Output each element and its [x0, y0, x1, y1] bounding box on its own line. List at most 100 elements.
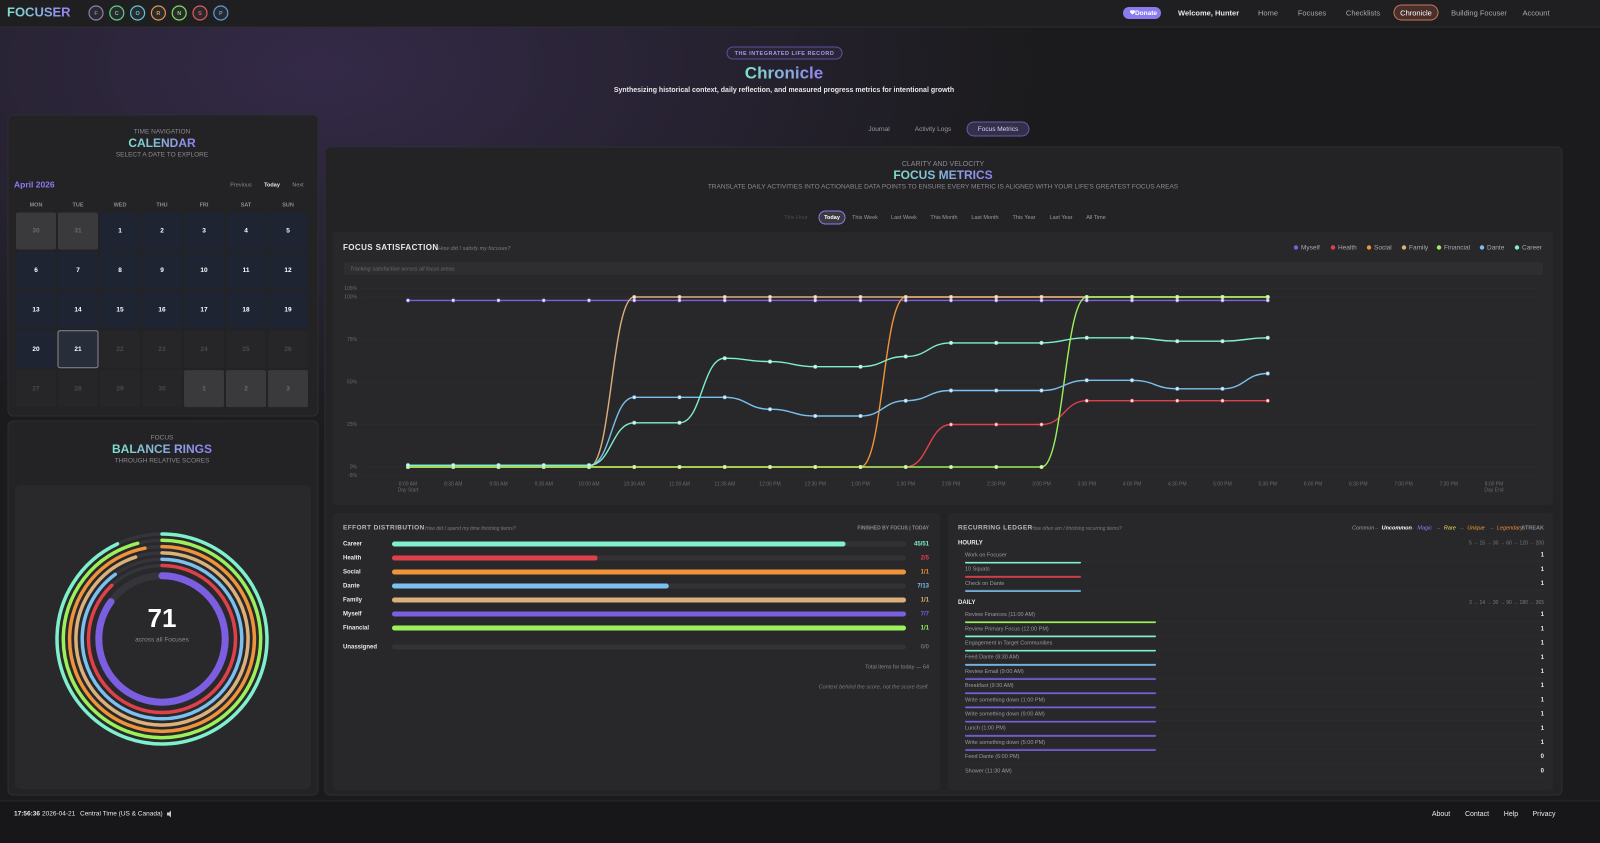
calendar-day[interactable] [268, 291, 308, 329]
calendar-day[interactable] [100, 212, 140, 250]
calendar-day[interactable] [268, 212, 308, 250]
calendar-today[interactable]: Today [264, 182, 281, 188]
nav-badge[interactable] [88, 5, 104, 21]
nav-badge[interactable] [192, 5, 208, 21]
range-tab[interactable]: Today [824, 215, 841, 221]
tab[interactable]: Activity Logs [915, 126, 952, 133]
calendar-day[interactable] [16, 291, 56, 329]
tier: Legendary [1497, 525, 1524, 531]
calendar-day[interactable] [58, 291, 98, 329]
calendar-day[interactable] [100, 370, 140, 408]
series-point [903, 354, 908, 359]
calendar-day[interactable] [58, 212, 98, 250]
weekday: FRI [200, 202, 209, 208]
calendar-day[interactable] [142, 370, 182, 408]
range-tab[interactable]: This Month [930, 215, 957, 221]
calendar-day[interactable] [226, 291, 266, 329]
calendar-day[interactable] [57, 330, 99, 369]
range-tab[interactable]: This Week [852, 215, 878, 221]
calendar-day[interactable] [100, 330, 140, 368]
calendar-day[interactable] [184, 330, 224, 368]
calendar-day[interactable] [58, 370, 98, 408]
tab[interactable]: Journal [868, 126, 890, 133]
footer-link[interactable]: Help [1504, 811, 1519, 818]
effort-label: 1/1 [921, 598, 930, 604]
footer-link[interactable]: Contact [1465, 811, 1489, 818]
nav-active-pill[interactable] [1393, 4, 1439, 21]
range-active[interactable] [818, 210, 846, 225]
calendar-day[interactable] [142, 251, 182, 289]
calendar-day-number: 16 [158, 307, 166, 314]
calendar-day[interactable] [100, 251, 140, 289]
nav-link[interactable]: Building Focuser [1451, 8, 1507, 17]
nav-link[interactable]: Focuses [1298, 8, 1327, 17]
nav-badge[interactable] [130, 5, 146, 21]
calendar-next[interactable]: Next [292, 182, 304, 188]
series-point [632, 298, 637, 303]
footer-link[interactable]: Privacy [1533, 811, 1556, 818]
ledger-item: Review Finances (11:00 AM) [965, 612, 1035, 618]
calendar-day[interactable] [268, 251, 308, 289]
effort-name: Family [343, 598, 363, 604]
footer-link[interactable]: About [1432, 811, 1450, 818]
calendar-day[interactable] [268, 330, 308, 368]
range-tab[interactable]: All Time [1086, 215, 1106, 221]
calendar-day[interactable] [16, 370, 56, 408]
calendar-day-number: 5 [286, 228, 290, 235]
calendar-day[interactable] [226, 330, 266, 368]
weekday: SUN [282, 202, 294, 208]
x-tick-label: 9:00 AM [489, 481, 507, 487]
nav-link[interactable]: Checklists [1346, 8, 1380, 17]
nav-badge[interactable] [213, 5, 229, 21]
brand[interactable]: FOCUSER [7, 4, 71, 19]
speaker-icon[interactable] [167, 810, 171, 818]
series-point [767, 407, 772, 412]
nav-badge[interactable] [150, 5, 166, 21]
effort-name: Social [343, 570, 361, 576]
ledger-streak: 1 [1541, 697, 1545, 703]
calendar-day[interactable] [100, 291, 140, 329]
range-tab[interactable]: This Year [1013, 215, 1036, 221]
donate-button[interactable] [1123, 7, 1161, 19]
calendar-day[interactable] [16, 330, 56, 368]
effort-bar [392, 597, 906, 603]
nav-link[interactable]: Chronicle [1400, 8, 1432, 17]
calendar-day[interactable] [184, 291, 224, 329]
ledger-item: Engagement in Target Communities [965, 640, 1053, 646]
calendar-day[interactable] [142, 330, 182, 368]
calendar-prev[interactable]: Previous [230, 182, 252, 188]
weekday: SAT [241, 202, 252, 208]
calendar-day[interactable] [16, 212, 56, 250]
calendar-day[interactable] [184, 370, 224, 408]
range-tab[interactable]: Last Year [1050, 215, 1073, 221]
calendar-day[interactable] [142, 212, 182, 250]
range-tab[interactable]: Last Week [891, 215, 917, 221]
nav-badge[interactable] [171, 5, 187, 21]
series-point [994, 340, 999, 345]
calendar-day[interactable] [226, 251, 266, 289]
ledger-underline [965, 734, 1156, 737]
nav-link[interactable]: Home [1258, 8, 1278, 17]
tier-separator: → [1374, 525, 1380, 531]
nav-link[interactable]: Account [1522, 8, 1550, 17]
calendar-day[interactable] [142, 291, 182, 329]
calendar-day[interactable] [58, 251, 98, 289]
tab-active[interactable] [966, 121, 1030, 137]
calendar-day[interactable] [16, 251, 56, 289]
effort-label: 1/1 [921, 626, 930, 632]
nav-badge-letter: S [198, 11, 202, 17]
calendar-day[interactable] [268, 370, 308, 408]
tab[interactable]: Focus Metrics [978, 126, 1019, 133]
x-tick-label: 5:00 PM [1213, 481, 1232, 487]
range-tab[interactable]: Last Month [971, 215, 998, 221]
ledger-streak: 1 [1541, 612, 1545, 618]
weekday: THU [156, 202, 167, 208]
calendar-day-number: 31 [74, 228, 82, 235]
calendar-day[interactable] [184, 212, 224, 250]
calendar-day[interactable] [226, 212, 266, 250]
x-tick-label: 7:00 PM [1394, 481, 1413, 487]
calendar-day[interactable] [226, 370, 266, 408]
nav-badge[interactable] [109, 5, 125, 21]
ledger-item: Feed Dante (6:00 PM) [965, 754, 1020, 760]
calendar-day[interactable] [184, 251, 224, 289]
